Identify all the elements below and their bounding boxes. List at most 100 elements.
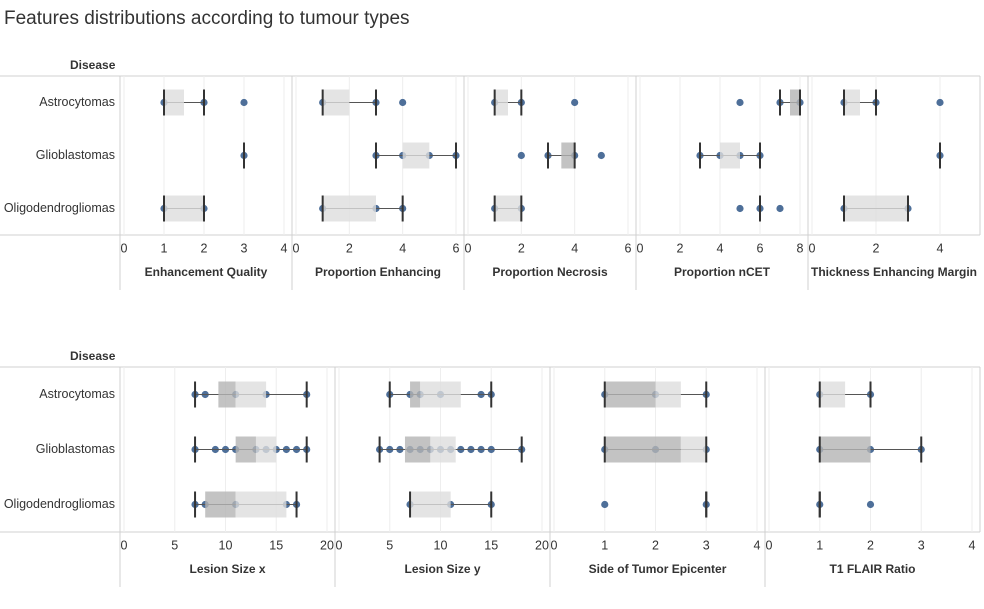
x-tick-label: 15 xyxy=(484,538,498,552)
x-tick-label: 2 xyxy=(652,538,659,552)
box-upper xyxy=(720,142,740,169)
x-tick-label: 4 xyxy=(571,241,578,255)
x-tick-label: 0 xyxy=(809,241,816,255)
x-axis-label: Proportion nCET xyxy=(674,265,771,279)
x-tick-label: 2 xyxy=(346,241,353,255)
box-lower xyxy=(561,142,575,169)
x-tick-label: 3 xyxy=(703,538,710,552)
box-upper xyxy=(680,436,707,463)
x-tick-label: 4 xyxy=(754,538,761,552)
x-tick-label: 0 xyxy=(465,241,472,255)
data-point xyxy=(866,500,875,509)
box-upper xyxy=(164,89,184,116)
x-tick-label: 4 xyxy=(937,241,944,255)
x-tick-label: 0 xyxy=(336,538,343,552)
x-axis-label: Thickness Enhancing Margin xyxy=(811,265,977,279)
box-upper xyxy=(430,436,456,463)
category-label: Glioblastomas xyxy=(36,148,115,162)
x-tick-label: 1 xyxy=(601,538,608,552)
category-label: Glioblastomas xyxy=(36,442,115,456)
box-upper xyxy=(494,195,522,222)
row-header: Disease xyxy=(70,349,116,363)
x-tick-label: 15 xyxy=(269,538,283,552)
box-upper xyxy=(322,195,376,222)
x-tick-label: 8 xyxy=(797,241,804,255)
box-upper xyxy=(255,436,277,463)
x-tick-label: 0 xyxy=(551,538,558,552)
category-label: Oligodendrogliomas xyxy=(4,497,115,511)
box-lower xyxy=(604,381,656,408)
x-tick-label: 3 xyxy=(241,241,248,255)
x-tick-label: 6 xyxy=(757,241,764,255)
box-lower xyxy=(205,491,236,518)
x-tick-label: 0 xyxy=(121,241,128,255)
x-tick-label: 1 xyxy=(161,241,168,255)
box-upper xyxy=(402,142,430,169)
box-lower xyxy=(790,89,800,116)
x-axis-label: Enhancement Quality xyxy=(145,265,268,279)
box-lower xyxy=(819,436,871,463)
data-point xyxy=(240,98,248,107)
x-axis-label: Proportion Necrosis xyxy=(492,265,608,279)
x-tick-label: 1 xyxy=(816,538,823,552)
x-tick-label: 4 xyxy=(969,538,976,552)
category-label: Astrocytomas xyxy=(39,387,115,401)
x-tick-label: 5 xyxy=(386,538,393,552)
data-point xyxy=(736,98,744,107)
x-tick-label: 0 xyxy=(637,241,644,255)
x-tick-label: 4 xyxy=(717,241,724,255)
x-tick-label: 10 xyxy=(434,538,448,552)
x-tick-label: 20 xyxy=(320,538,334,552)
data-point xyxy=(936,98,944,107)
x-axis-label: Lesion Size x xyxy=(189,562,265,576)
x-tick-label: 6 xyxy=(453,241,460,255)
box-lower xyxy=(218,381,236,408)
box-upper xyxy=(844,89,860,116)
x-axis-label: Lesion Size y xyxy=(404,562,480,576)
box-lower xyxy=(235,436,256,463)
x-tick-label: 2 xyxy=(201,241,208,255)
box-upper xyxy=(164,195,204,222)
box-upper xyxy=(420,381,461,408)
data-point xyxy=(601,500,609,509)
x-tick-label: 0 xyxy=(121,538,128,552)
data-point xyxy=(597,151,605,160)
data-point xyxy=(517,151,525,160)
box-upper xyxy=(655,381,681,408)
x-tick-label: 2 xyxy=(867,538,874,552)
box-lower xyxy=(404,436,431,463)
x-tick-label: 0 xyxy=(766,538,773,552)
data-point xyxy=(399,98,407,107)
box-upper xyxy=(844,195,908,222)
box-upper xyxy=(819,381,846,408)
category-label: Astrocytomas xyxy=(39,95,115,109)
box-lower xyxy=(410,381,421,408)
x-tick-label: 3 xyxy=(918,538,925,552)
x-tick-label: 4 xyxy=(399,241,406,255)
x-tick-label: 2 xyxy=(873,241,880,255)
x-axis-label: Proportion Enhancing xyxy=(315,265,441,279)
x-tick-label: 4 xyxy=(281,241,288,255)
x-tick-label: 5 xyxy=(171,538,178,552)
data-point xyxy=(736,204,744,213)
x-axis-label: T1 FLAIR Ratio xyxy=(830,562,916,576)
x-tick-label: 2 xyxy=(518,241,525,255)
row-header: Disease xyxy=(70,58,116,72)
dashboard-title: Features distributions according to tumo… xyxy=(4,8,410,29)
data-point xyxy=(776,204,784,213)
x-tick-label: 20 xyxy=(535,538,549,552)
x-tick-label: 0 xyxy=(293,241,300,255)
data-point xyxy=(571,98,579,107)
box-upper xyxy=(235,381,267,408)
box-lower xyxy=(604,436,681,463)
box-upper xyxy=(235,491,287,518)
x-tick-label: 2 xyxy=(677,241,684,255)
box-upper xyxy=(410,491,451,518)
x-tick-label: 10 xyxy=(219,538,233,552)
box-upper xyxy=(322,89,350,116)
x-axis-label: Side of Tumor Epicenter xyxy=(589,562,727,576)
x-tick-label: 6 xyxy=(625,241,632,255)
category-label: Oligodendrogliomas xyxy=(4,201,115,215)
box-upper xyxy=(494,89,508,116)
